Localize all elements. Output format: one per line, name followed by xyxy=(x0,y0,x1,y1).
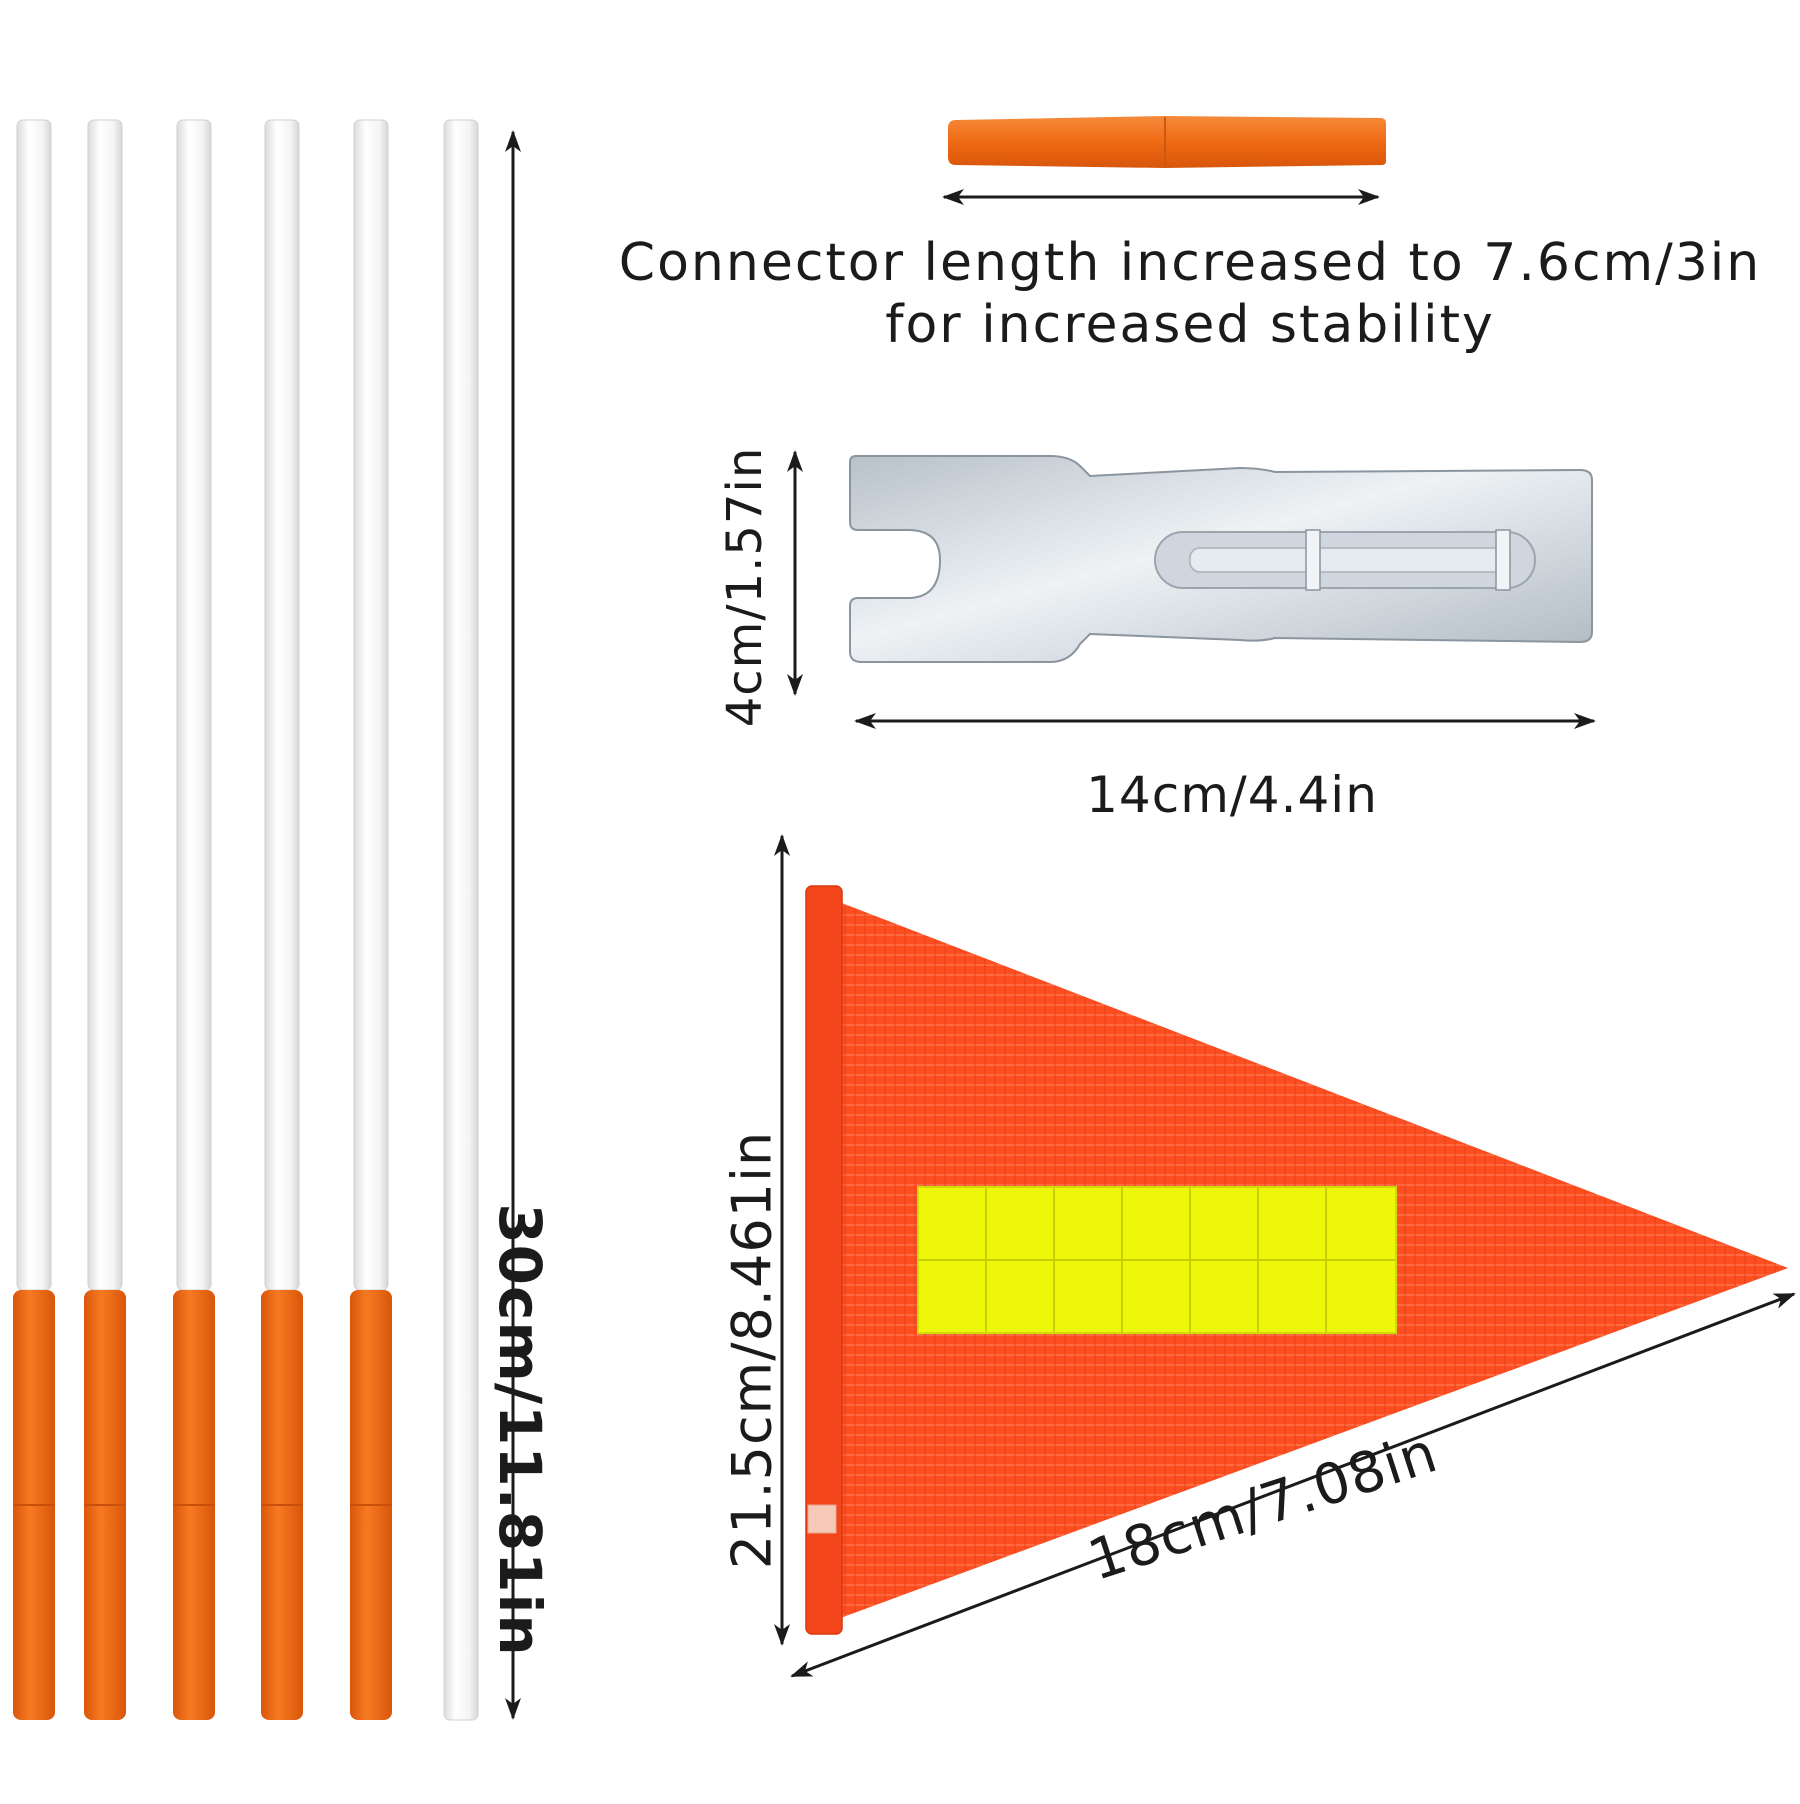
mount-width-label: 14cm/4.4in xyxy=(1086,766,1378,824)
pole-set xyxy=(13,119,479,1721)
pole-1 xyxy=(13,119,55,1720)
connector-caption-line-2: for increased stability xyxy=(885,295,1495,355)
connector-caption: Connector length increased to 7.6cm/3in … xyxy=(600,232,1780,356)
pole-3 xyxy=(173,119,215,1720)
pole-2 xyxy=(84,119,126,1720)
connector-tube xyxy=(948,116,1386,168)
mount-height-label: 4cm/1.57in xyxy=(717,446,773,728)
pole-6-white xyxy=(443,119,479,1721)
flag-height-label: 21.5cm/8.461in xyxy=(720,1130,784,1570)
connector-caption-line-1: Connector length increased to 7.6cm/3in xyxy=(618,233,1762,293)
pole-4 xyxy=(261,119,303,1720)
pole-5 xyxy=(350,119,392,1720)
mount-bracket xyxy=(849,455,1593,663)
reflector-strip xyxy=(917,1186,1397,1334)
pole-length-label: 30cm/11.81in xyxy=(486,1203,554,1657)
flag-diagonal-arrow xyxy=(790,1292,1796,1678)
